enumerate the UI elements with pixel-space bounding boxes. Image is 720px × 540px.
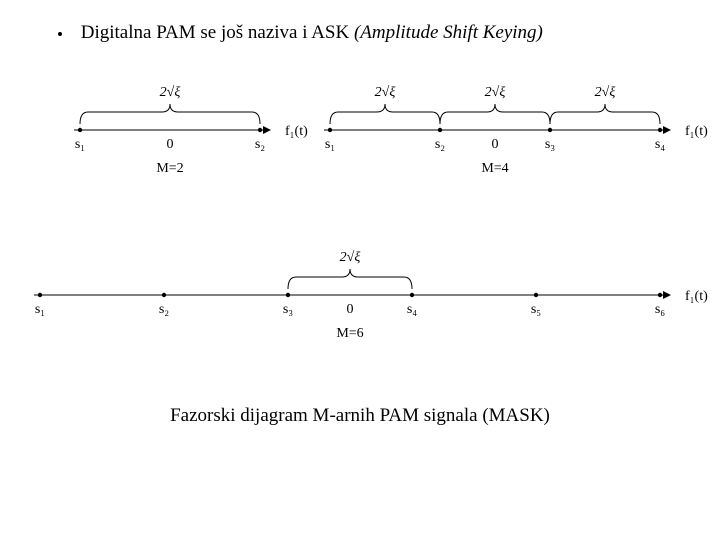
constellation-point [410,293,414,297]
brace-icon [440,104,550,124]
point-label: s₃ [545,137,555,152]
constellation-point [658,128,662,132]
diagram-svg: f₁(t) 0 s₁ s₂ M=2 2√ξ f₁(t) 0 s₁ s₂ s₃ s₄ M=4 2√ξ 2√ξ 2… [0,0,720,540]
constellation-point [162,293,166,297]
zero-label: 0 [492,137,499,152]
page: Digitalna PAM se još naziva i ASK (Ampli… [0,0,720,540]
constellation-point [438,128,442,132]
brace-label: 2√ξ [340,250,361,265]
brace-label: 2√ξ [375,85,396,100]
constellation-point [38,293,42,297]
point-label: s₂ [255,137,265,152]
axis-label: f₁(t) [685,124,708,139]
brace-label: 2√ξ [160,85,181,100]
constellation-point [258,128,262,132]
zero-label: 0 [347,302,354,317]
point-label: s₃ [283,302,293,317]
arrowhead-icon [663,126,671,134]
constellation-point [658,293,662,297]
caption-text: Fazorski dijagram M-arnih PAM signala (M… [170,405,550,426]
brace-icon [330,104,440,124]
constellation-point [286,293,290,297]
brace-icon [80,104,260,124]
point-label: s₁ [75,137,85,152]
m-label: M=6 [336,326,363,341]
point-label: s₂ [435,137,445,152]
brace-label: 2√ξ [485,85,506,100]
point-label: s₁ [35,302,45,317]
point-label: s₄ [407,302,417,317]
constellation-point [78,128,82,132]
constellation-point [328,128,332,132]
caption: Fazorski dijagram M-arnih PAM signala (M… [0,405,720,427]
brace-label: 2√ξ [595,85,616,100]
arrowhead-icon [263,126,271,134]
axis-label: f₁(t) [285,124,308,139]
axis-label: f₁(t) [685,289,708,304]
constellation-point [534,293,538,297]
point-label: s₅ [531,302,541,317]
point-label: s₁ [325,137,335,152]
arrowhead-icon [663,291,671,299]
zero-label: 0 [167,137,174,152]
brace-icon [550,104,660,124]
brace-icon [288,269,412,289]
point-label: s₂ [159,302,169,317]
m-label: M=4 [481,161,508,176]
m-label: M=2 [156,161,183,176]
point-label: s₆ [655,302,665,317]
point-label: s₄ [655,137,665,152]
constellation-point [548,128,552,132]
